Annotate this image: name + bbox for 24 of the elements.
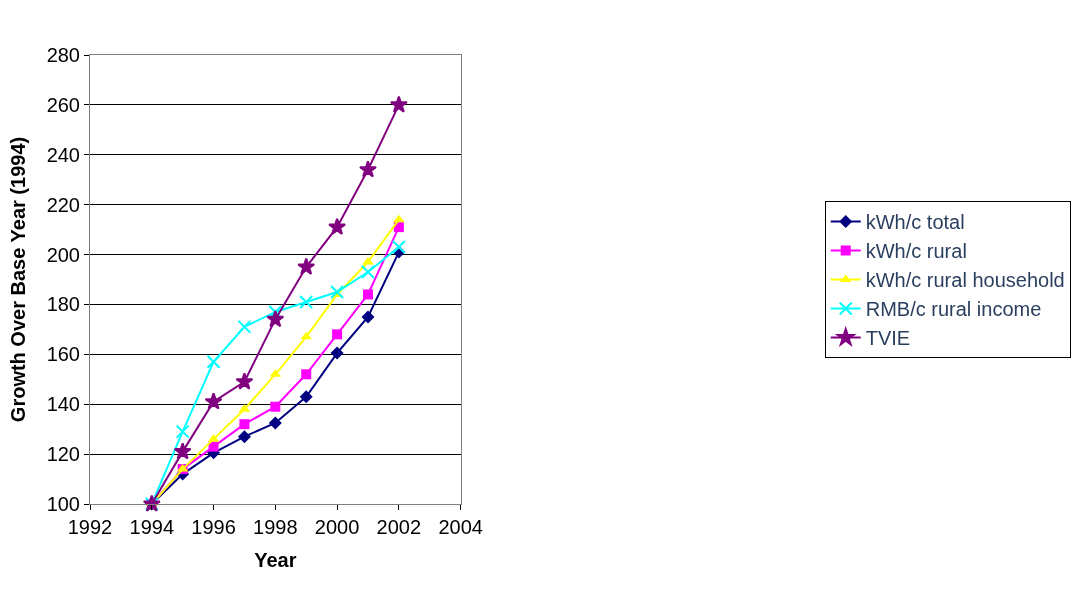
legend-label: TVIE (865, 327, 911, 350)
y-tick-label: 220 (46, 193, 80, 216)
legend-label: RMB/c rural income (865, 298, 1042, 321)
x-tick-label: 1992 (67, 516, 113, 538)
legend-label: kWh/c rural (865, 240, 967, 263)
y-tick-label: 260 (46, 93, 80, 116)
y-axis-title: Growth Over Base Year (1994) (7, 136, 30, 423)
y-tick-label: 200 (46, 243, 80, 266)
x-tick-label: 1998 (253, 516, 298, 538)
x-tick-label: 2000 (314, 516, 360, 538)
x-axis-title: Year (254, 548, 297, 571)
legend-label: kWh/c total (865, 211, 965, 234)
x-tick-label: 2004 (438, 516, 483, 538)
y-tick-label: 240 (46, 143, 80, 166)
x-tick-label: 1996 (191, 516, 236, 538)
y-tick-label: 100 (46, 493, 80, 515)
x-tick-label: 2002 (376, 516, 422, 538)
legend-label: kWh/c rural household (865, 269, 1065, 292)
y-tick-label: 120 (46, 443, 80, 466)
y-tick-label: 160 (46, 343, 80, 366)
y-tick-label: 180 (46, 293, 80, 316)
y-tick-label: 280 (46, 44, 80, 66)
x-tick-label: 1994 (129, 516, 175, 538)
y-tick-label: 140 (46, 393, 80, 416)
